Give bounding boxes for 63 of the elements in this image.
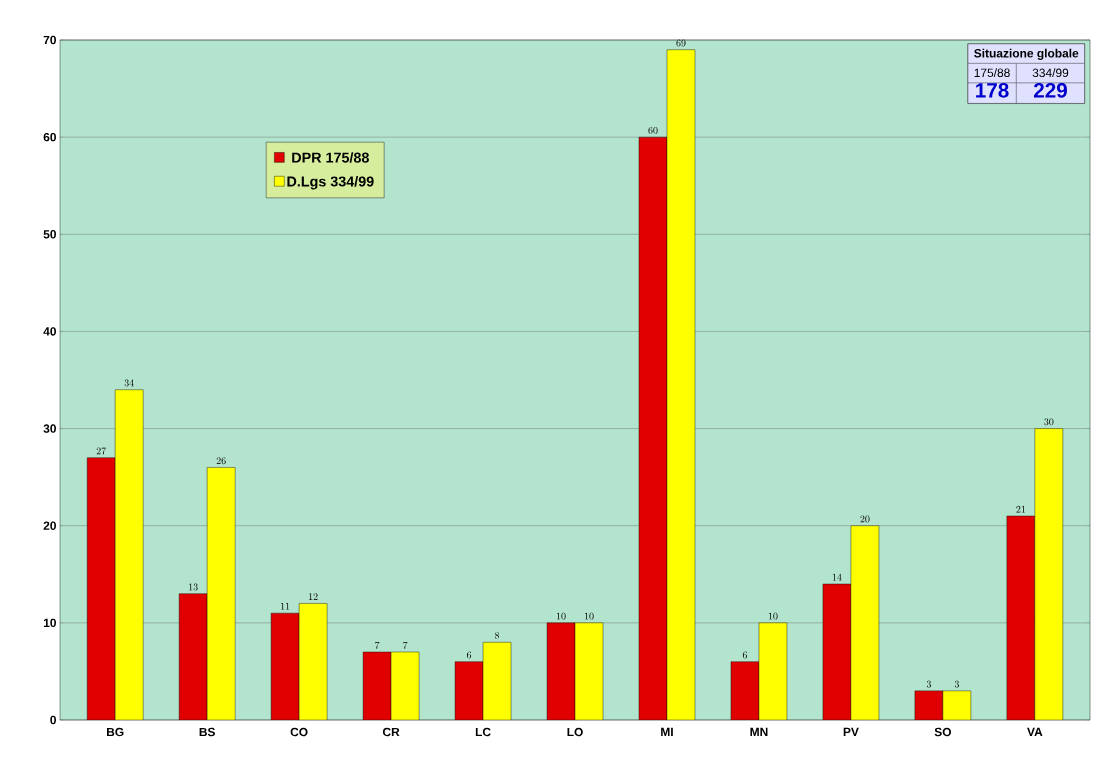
bar [822,583,852,720]
x-tick-label: VA [1027,727,1043,736]
bar [390,651,420,720]
data-label: 20 [860,515,870,523]
x-tick-label: MN [750,727,768,736]
bar [362,651,392,720]
y-tick-label: 70 [43,35,56,45]
x-tick-label: BG [107,727,124,737]
bar [546,622,576,720]
bar [666,49,696,720]
x-tick-label: LO [567,727,583,737]
y-tick-label: 0 [50,715,56,725]
data-label: 34 [124,379,134,387]
bar [730,661,760,720]
x-tick-label: CO [290,727,308,737]
x-tick-label: CR [382,727,400,737]
data-label: 26 [216,457,226,465]
bar [1034,428,1064,720]
data-label: 21 [1016,505,1026,513]
bar [178,593,208,720]
data-label: 10 [556,612,566,620]
data-label: 7 [403,641,408,649]
bar [482,642,512,720]
legend-label: D.Lgs 334/99 [287,176,374,190]
bar [114,389,144,720]
data-label: 12 [309,593,318,600]
x-tick-label: LC [475,727,491,737]
x-tick-label: PV [843,727,859,736]
bar [299,603,328,720]
y-tick-label: 50 [43,230,56,239]
data-label: 27 [96,447,107,455]
bar [271,613,300,720]
data-label: 60 [648,126,658,134]
data-label: 7 [375,641,380,649]
x-tick-label: SO [934,727,952,737]
bar [850,525,880,720]
data-label: 6 [466,651,472,659]
y-tick-label: 10 [43,618,56,628]
bar [206,467,236,720]
y-tick-label: 20 [43,521,56,530]
bar [638,136,668,720]
x-tick-label: MI [661,727,673,736]
data-label: 13 [189,583,198,591]
bar [574,622,604,720]
data-label: 6 [742,651,748,659]
y-tick-label: 40 [43,327,56,336]
data-label: 3 [926,680,931,688]
bar [1006,515,1036,720]
data-label: 8 [494,632,500,639]
bar [758,622,788,720]
y-tick-label: 30 [43,424,56,433]
data-label: 69 [676,39,686,47]
bar [454,661,484,720]
bar [86,457,116,720]
y-tick-label: 60 [43,132,56,142]
x-tick-label: BS [199,727,215,737]
data-label: 30 [1044,418,1054,426]
data-label: 11 [281,602,290,610]
data-label: 14 [832,573,842,581]
legend-label: DPR 175/88 [292,152,369,163]
data-label: 10 [768,612,778,620]
data-label: 3 [954,680,959,688]
data-label: 10 [584,612,594,620]
